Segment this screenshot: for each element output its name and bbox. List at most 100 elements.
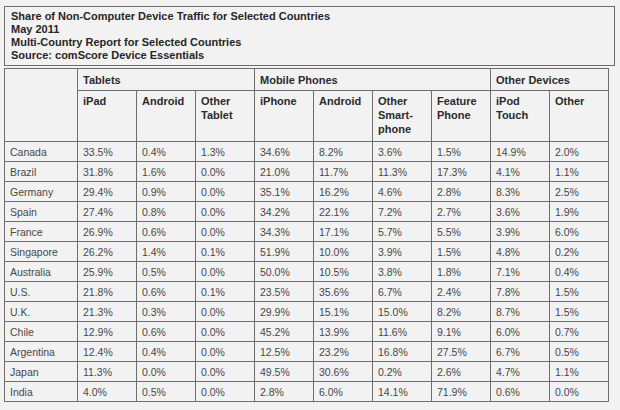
value-cell: 2.4% xyxy=(432,282,491,302)
value-cell: 9.1% xyxy=(432,322,491,342)
report-title-block: Share of Non-Computer Device Traffic for… xyxy=(4,6,615,66)
value-cell: 0.0% xyxy=(196,262,255,282)
value-cell: 51.9% xyxy=(255,242,314,262)
value-cell: 11.7% xyxy=(314,162,373,182)
column-group-row: Tablets Mobile Phones Other Devices xyxy=(5,69,609,91)
value-cell: 14.1% xyxy=(373,382,432,402)
value-cell: 50.0% xyxy=(255,262,314,282)
table-row: U.S.21.8%0.6%0.1%23.5%35.6%6.7%2.4%7.8%1… xyxy=(5,282,609,302)
value-cell: 16.2% xyxy=(314,182,373,202)
report-period: May 2011 xyxy=(11,23,614,36)
table-row: Australia25.9%0.5%0.0%50.0%10.5%3.8%1.8%… xyxy=(5,262,609,282)
value-cell: 0.0% xyxy=(196,162,255,182)
value-cell: 21.8% xyxy=(78,282,137,302)
value-cell: 0.0% xyxy=(196,362,255,382)
value-cell: 0.0% xyxy=(196,342,255,362)
corner-cell xyxy=(5,69,78,142)
value-cell: 3.8% xyxy=(373,262,432,282)
value-cell: 0.0% xyxy=(196,302,255,322)
value-cell: 0.6% xyxy=(137,282,196,302)
value-cell: 14.9% xyxy=(491,142,550,162)
value-cell: 4.0% xyxy=(78,382,137,402)
value-cell: 15.0% xyxy=(373,302,432,322)
value-cell: 33.5% xyxy=(78,142,137,162)
value-cell: 6.7% xyxy=(373,282,432,302)
value-cell: 1.4% xyxy=(137,242,196,262)
country-cell: Australia xyxy=(5,262,78,282)
value-cell: 30.6% xyxy=(314,362,373,382)
value-cell: 45.2% xyxy=(255,322,314,342)
value-cell: 4.6% xyxy=(373,182,432,202)
value-cell: 34.3% xyxy=(255,222,314,242)
country-cell: Singapore xyxy=(5,242,78,262)
value-cell: 12.4% xyxy=(78,342,137,362)
column-header-ipod-touch: iPod Touch xyxy=(491,91,550,142)
column-header-other-device: Other xyxy=(550,91,609,142)
value-cell: 23.5% xyxy=(255,282,314,302)
value-cell: 1.9% xyxy=(550,202,609,222)
value-cell: 2.8% xyxy=(432,182,491,202)
value-cell: 4.1% xyxy=(491,162,550,182)
group-header-mobile-phones: Mobile Phones xyxy=(255,69,491,91)
value-cell: 0.5% xyxy=(137,262,196,282)
value-cell: 0.0% xyxy=(196,222,255,242)
value-cell: 0.5% xyxy=(137,382,196,402)
table-row: Brazil31.8%1.6%0.0%21.0%11.7%11.3%17.3%4… xyxy=(5,162,609,182)
value-cell: 11.3% xyxy=(78,362,137,382)
value-cell: 0.5% xyxy=(550,342,609,362)
value-cell: 2.6% xyxy=(432,362,491,382)
value-cell: 1.8% xyxy=(432,262,491,282)
table-row: Singapore26.2%1.4%0.1%51.9%10.0%3.9%1.5%… xyxy=(5,242,609,262)
value-cell: 5.5% xyxy=(432,222,491,242)
value-cell: 35.1% xyxy=(255,182,314,202)
value-cell: 11.3% xyxy=(373,162,432,182)
table-row: Germany29.4%0.9%0.0%35.1%16.2%4.6%2.8%8.… xyxy=(5,182,609,202)
value-cell: 0.4% xyxy=(550,262,609,282)
value-cell: 0.4% xyxy=(137,142,196,162)
value-cell: 0.6% xyxy=(137,322,196,342)
value-cell: 26.2% xyxy=(78,242,137,262)
value-cell: 7.2% xyxy=(373,202,432,222)
value-cell: 16.8% xyxy=(373,342,432,362)
value-cell: 3.9% xyxy=(373,242,432,262)
value-cell: 1.5% xyxy=(432,142,491,162)
column-header-iphone: iPhone xyxy=(255,91,314,142)
value-cell: 0.0% xyxy=(196,202,255,222)
value-cell: 8.3% xyxy=(491,182,550,202)
value-cell: 34.6% xyxy=(255,142,314,162)
report-name: Multi-Country Report for Selected Countr… xyxy=(11,36,614,49)
country-cell: Canada xyxy=(5,142,78,162)
country-cell: Spain xyxy=(5,202,78,222)
value-cell: 3.6% xyxy=(373,142,432,162)
table-row: Spain27.4%0.8%0.0%34.2%22.1%7.2%2.7%3.6%… xyxy=(5,202,609,222)
value-cell: 11.6% xyxy=(373,322,432,342)
value-cell: 13.9% xyxy=(314,322,373,342)
value-cell: 17.1% xyxy=(314,222,373,242)
group-header-tablets: Tablets xyxy=(78,69,255,91)
value-cell: 23.2% xyxy=(314,342,373,362)
table-row: U.K.21.3%0.3%0.0%29.9%15.1%15.0%8.2%8.7%… xyxy=(5,302,609,322)
value-cell: 3.9% xyxy=(491,222,550,242)
table-row: Argentina12.4%0.4%0.0%12.5%23.2%16.8%27.… xyxy=(5,342,609,362)
value-cell: 1.6% xyxy=(137,162,196,182)
value-cell: 22.1% xyxy=(314,202,373,222)
value-cell: 8.7% xyxy=(491,302,550,322)
value-cell: 21.3% xyxy=(78,302,137,322)
country-cell: U.S. xyxy=(5,282,78,302)
value-cell: 6.0% xyxy=(314,382,373,402)
value-cell: 34.2% xyxy=(255,202,314,222)
column-header-other-tablet: Other Tablet xyxy=(196,91,255,142)
value-cell: 25.9% xyxy=(78,262,137,282)
value-cell: 6.0% xyxy=(491,322,550,342)
value-cell: 1.3% xyxy=(196,142,255,162)
column-header-android-tablet: Android xyxy=(137,91,196,142)
value-cell: 0.0% xyxy=(196,182,255,202)
country-cell: Chile xyxy=(5,322,78,342)
table-row: Chile12.9%0.6%0.0%45.2%13.9%11.6%9.1%6.0… xyxy=(5,322,609,342)
value-cell: 0.2% xyxy=(550,242,609,262)
value-cell: 27.5% xyxy=(432,342,491,362)
country-cell: Germany xyxy=(5,182,78,202)
value-cell: 29.4% xyxy=(78,182,137,202)
value-cell: 2.7% xyxy=(432,202,491,222)
table-row: Japan11.3%0.0%0.0%49.5%30.6%0.2%2.6%4.7%… xyxy=(5,362,609,382)
